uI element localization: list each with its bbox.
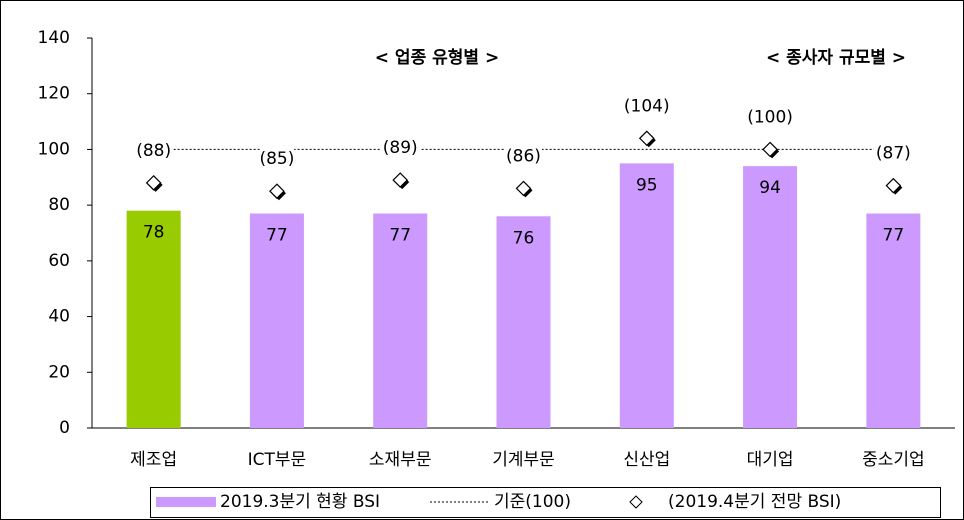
- marker-value-label: (104): [624, 96, 670, 116]
- bar-value-label: 77: [883, 226, 905, 246]
- x-tick-label: 중소기업: [862, 450, 925, 470]
- y-tick-label: 100: [38, 139, 70, 159]
- marker-value-label: (100): [747, 107, 793, 127]
- bar-value-label: 77: [266, 226, 288, 246]
- y-tick-label: 80: [48, 195, 70, 215]
- marker-value-label: (86): [506, 146, 541, 166]
- diamond-marker: [515, 180, 532, 197]
- diamond-marker: [145, 175, 162, 191]
- marker-value-label: (88): [136, 141, 171, 161]
- bar-value-label: 95: [636, 175, 658, 195]
- bar: [373, 213, 428, 428]
- marker-value-label: (87): [876, 144, 911, 164]
- diamond-marker: [638, 130, 655, 147]
- bar: [743, 166, 798, 428]
- legend-label: 기준(100): [494, 492, 571, 512]
- diamond-marker: [885, 177, 902, 194]
- x-tick-label: 소재부문: [369, 450, 432, 470]
- annotation: < 종사자 규모별 >: [766, 48, 906, 68]
- annotation: < 업종 유형별 >: [375, 47, 499, 68]
- x-tick-label: ICT부문: [248, 450, 307, 470]
- bar-value-label: 78: [143, 223, 165, 243]
- bar: [126, 210, 181, 428]
- diamond-marker: [392, 172, 409, 188]
- y-tick-label: 20: [48, 362, 70, 382]
- diamond-marker: [762, 141, 778, 158]
- marker-value-label: (89): [383, 138, 418, 158]
- marker-value-label: (85): [259, 149, 294, 169]
- legend-label: (2019.4분기 전망 BSI): [668, 492, 841, 512]
- x-tick-label: 기계부문: [492, 450, 555, 470]
- y-tick-label: 120: [38, 84, 70, 104]
- legend-swatch: [629, 495, 643, 509]
- y-tick-label: 0: [59, 418, 70, 438]
- diamond-marker: [269, 183, 285, 200]
- y-tick-label: 140: [38, 28, 70, 48]
- bar-value-label: 94: [759, 178, 781, 198]
- legend-swatch: [156, 497, 216, 507]
- legend-box: [150, 487, 941, 518]
- x-tick-label: 제조업: [130, 450, 177, 470]
- bar-value-label: 76: [513, 228, 535, 248]
- y-tick-label: 40: [48, 307, 70, 327]
- legend-label: 2019.3분기 현황 BSI: [220, 492, 380, 512]
- bar-value-label: 77: [389, 226, 411, 246]
- bar: [249, 213, 304, 428]
- x-tick-label: 대기업: [747, 450, 794, 470]
- y-tick-label: 60: [48, 251, 70, 271]
- x-tick-label: 신산업: [623, 450, 670, 470]
- bar: [619, 163, 674, 428]
- bar: [866, 213, 921, 428]
- bar: [496, 216, 551, 428]
